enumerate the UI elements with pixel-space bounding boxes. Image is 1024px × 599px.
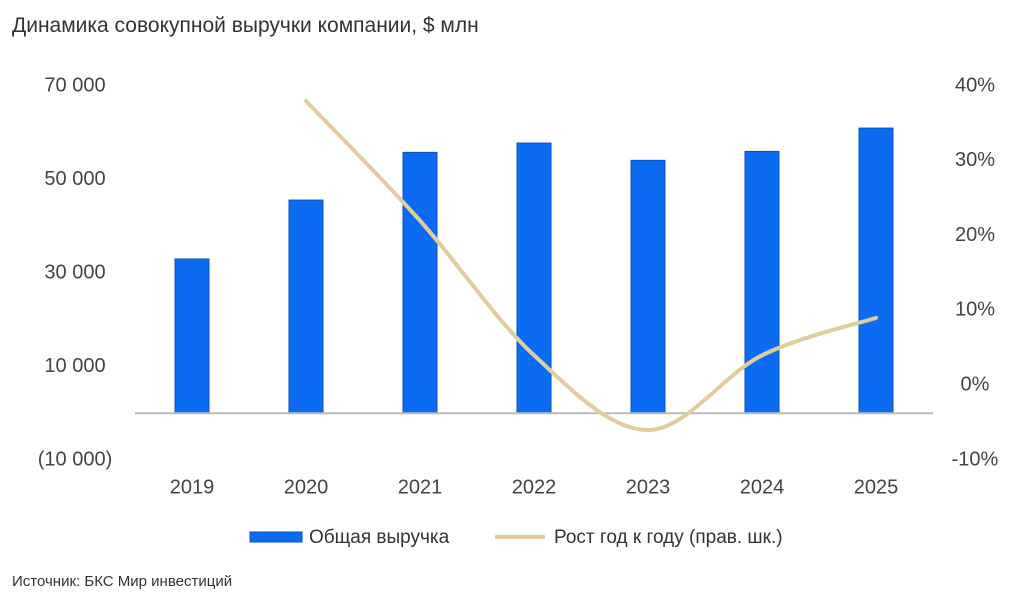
y2-tick-label: -10% <box>952 448 999 470</box>
y2-tick-label: 10% <box>955 299 995 321</box>
y-tick-label: 30 000 <box>44 261 105 283</box>
x-tick-label: 2020 <box>284 476 329 498</box>
legend-label: Рост год к году (прав. шк.) <box>554 527 783 548</box>
x-tick-label: 2024 <box>740 476 785 498</box>
bar <box>858 127 894 414</box>
legend-label: Общая выручка <box>309 527 450 548</box>
y-tick-label: 70 000 <box>44 74 105 96</box>
x-tick-label: 2023 <box>626 476 671 498</box>
y-tick-label: 10 000 <box>44 355 105 377</box>
y2-tick-label: 30% <box>955 149 995 171</box>
growth-line <box>304 98 878 433</box>
bar <box>288 199 324 414</box>
bar <box>744 150 780 414</box>
y2-tick-label: 20% <box>955 224 995 246</box>
y2-tick-label: 40% <box>955 74 995 96</box>
y-tick-label: 50 000 <box>44 168 105 190</box>
chart-title: Динамика совокупной выручки компании, $ … <box>12 14 479 37</box>
legend-swatch <box>249 531 303 543</box>
bar <box>630 159 666 414</box>
x-tick-label: 2025 <box>854 476 899 498</box>
bar <box>402 151 438 414</box>
y2-tick-label: 0% <box>961 373 990 395</box>
y-tick-label: (10 000) <box>38 448 113 470</box>
x-tick-label: 2022 <box>512 476 557 498</box>
x-tick-label: 2021 <box>398 476 443 498</box>
x-tick-label: 2019 <box>170 476 215 498</box>
bar <box>516 142 552 414</box>
source-note: Источник: БКС Мир инвестиций <box>12 573 232 590</box>
bar <box>174 258 210 414</box>
